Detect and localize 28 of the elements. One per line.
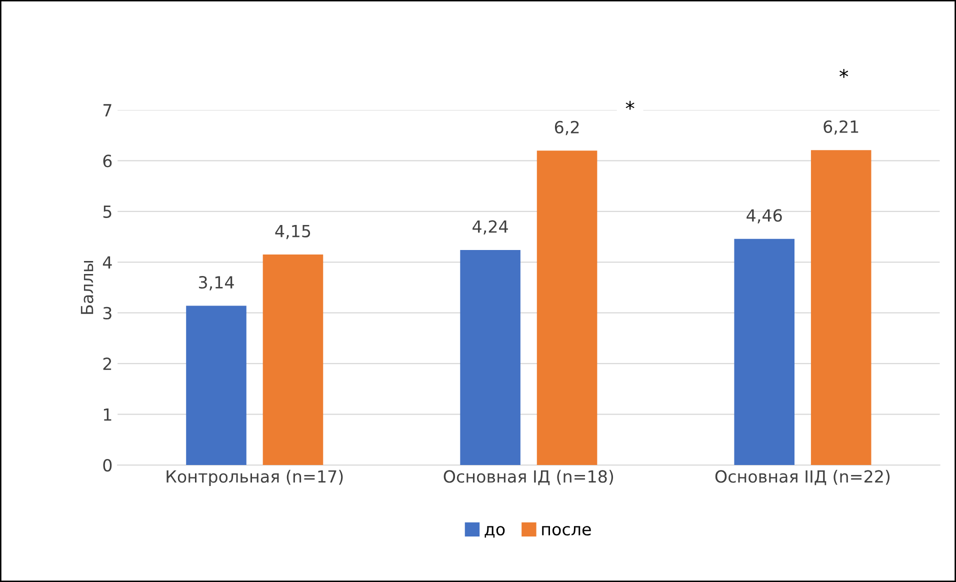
y-tick-label: 6 <box>103 154 112 168</box>
text: 4,46 <box>746 209 782 224</box>
y-tick-label: 0 <box>103 458 112 472</box>
text: 4,24 <box>472 220 508 235</box>
bar <box>536 150 598 466</box>
y-tick-label: 2 <box>103 358 112 370</box>
text: 6,2 <box>554 120 579 136</box>
y-tick-label: 3 <box>103 306 112 320</box>
bar <box>186 306 246 466</box>
legend-label: до <box>484 526 505 538</box>
text: * <box>626 100 634 110</box>
y-axis-title: Баллы <box>80 260 94 314</box>
x-tick-label: Контрольная (n=17) <box>166 470 343 486</box>
text: 3,14 <box>198 276 234 290</box>
bar <box>734 238 794 466</box>
bar <box>810 150 872 466</box>
text: * <box>840 68 848 78</box>
text: 6,21 <box>824 120 858 135</box>
y-tick-label: 5 <box>103 206 112 218</box>
bar <box>262 254 324 466</box>
legend-label: после <box>542 526 591 536</box>
y-tick-label: 4 <box>102 256 112 268</box>
bar <box>460 250 520 466</box>
x-tick-label: Основная IД (n=18) <box>444 470 614 486</box>
text: 4,15 <box>275 225 310 240</box>
y-tick-label: 1 <box>104 408 112 421</box>
x-tick-label: Основная IIД (n=22) <box>715 470 890 486</box>
y-tick-label: 7 <box>103 104 112 116</box>
